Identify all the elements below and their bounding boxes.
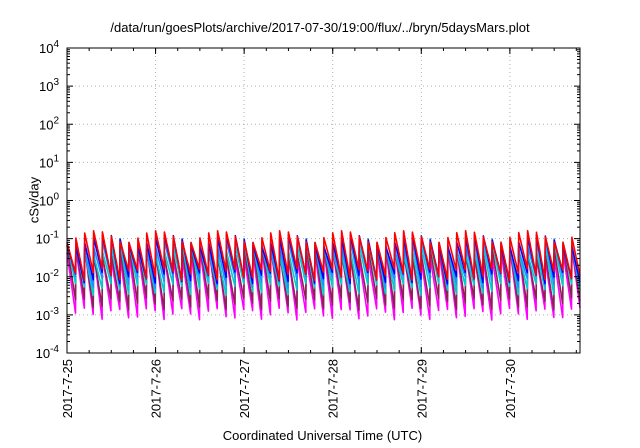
chart-title: /data/run/goesPlots/archive/2017-07-30/1… — [110, 20, 530, 35]
y-tick-label: 10-1 — [36, 230, 60, 247]
data-series-line — [66, 244, 581, 311]
y-tick-label: 102 — [39, 115, 59, 132]
y-tick-label: 100 — [39, 192, 59, 209]
x-axis-label: Coordinated Universal Time (UTC) — [222, 428, 423, 443]
x-tick-label: 2017-7-27 — [237, 359, 252, 418]
y-tick-label: 10-4 — [36, 344, 60, 361]
data-series-line — [66, 229, 581, 282]
y-tick-label: 101 — [39, 153, 59, 170]
x-tick-label: 2017-7-25 — [60, 359, 75, 418]
x-tick-label: 2017-7-28 — [326, 359, 341, 418]
x-tick-label: 2017-7-29 — [414, 359, 429, 418]
data-series-line — [66, 241, 581, 296]
x-tick-label: 2017-7-30 — [503, 359, 518, 418]
y-tick-label: 103 — [39, 77, 59, 94]
y-tick-label: 10-3 — [36, 306, 60, 323]
y-tick-label: 104 — [39, 39, 59, 56]
x-tick-label: 2017-7-26 — [149, 359, 164, 418]
y-tick-label: 10-2 — [36, 268, 60, 285]
